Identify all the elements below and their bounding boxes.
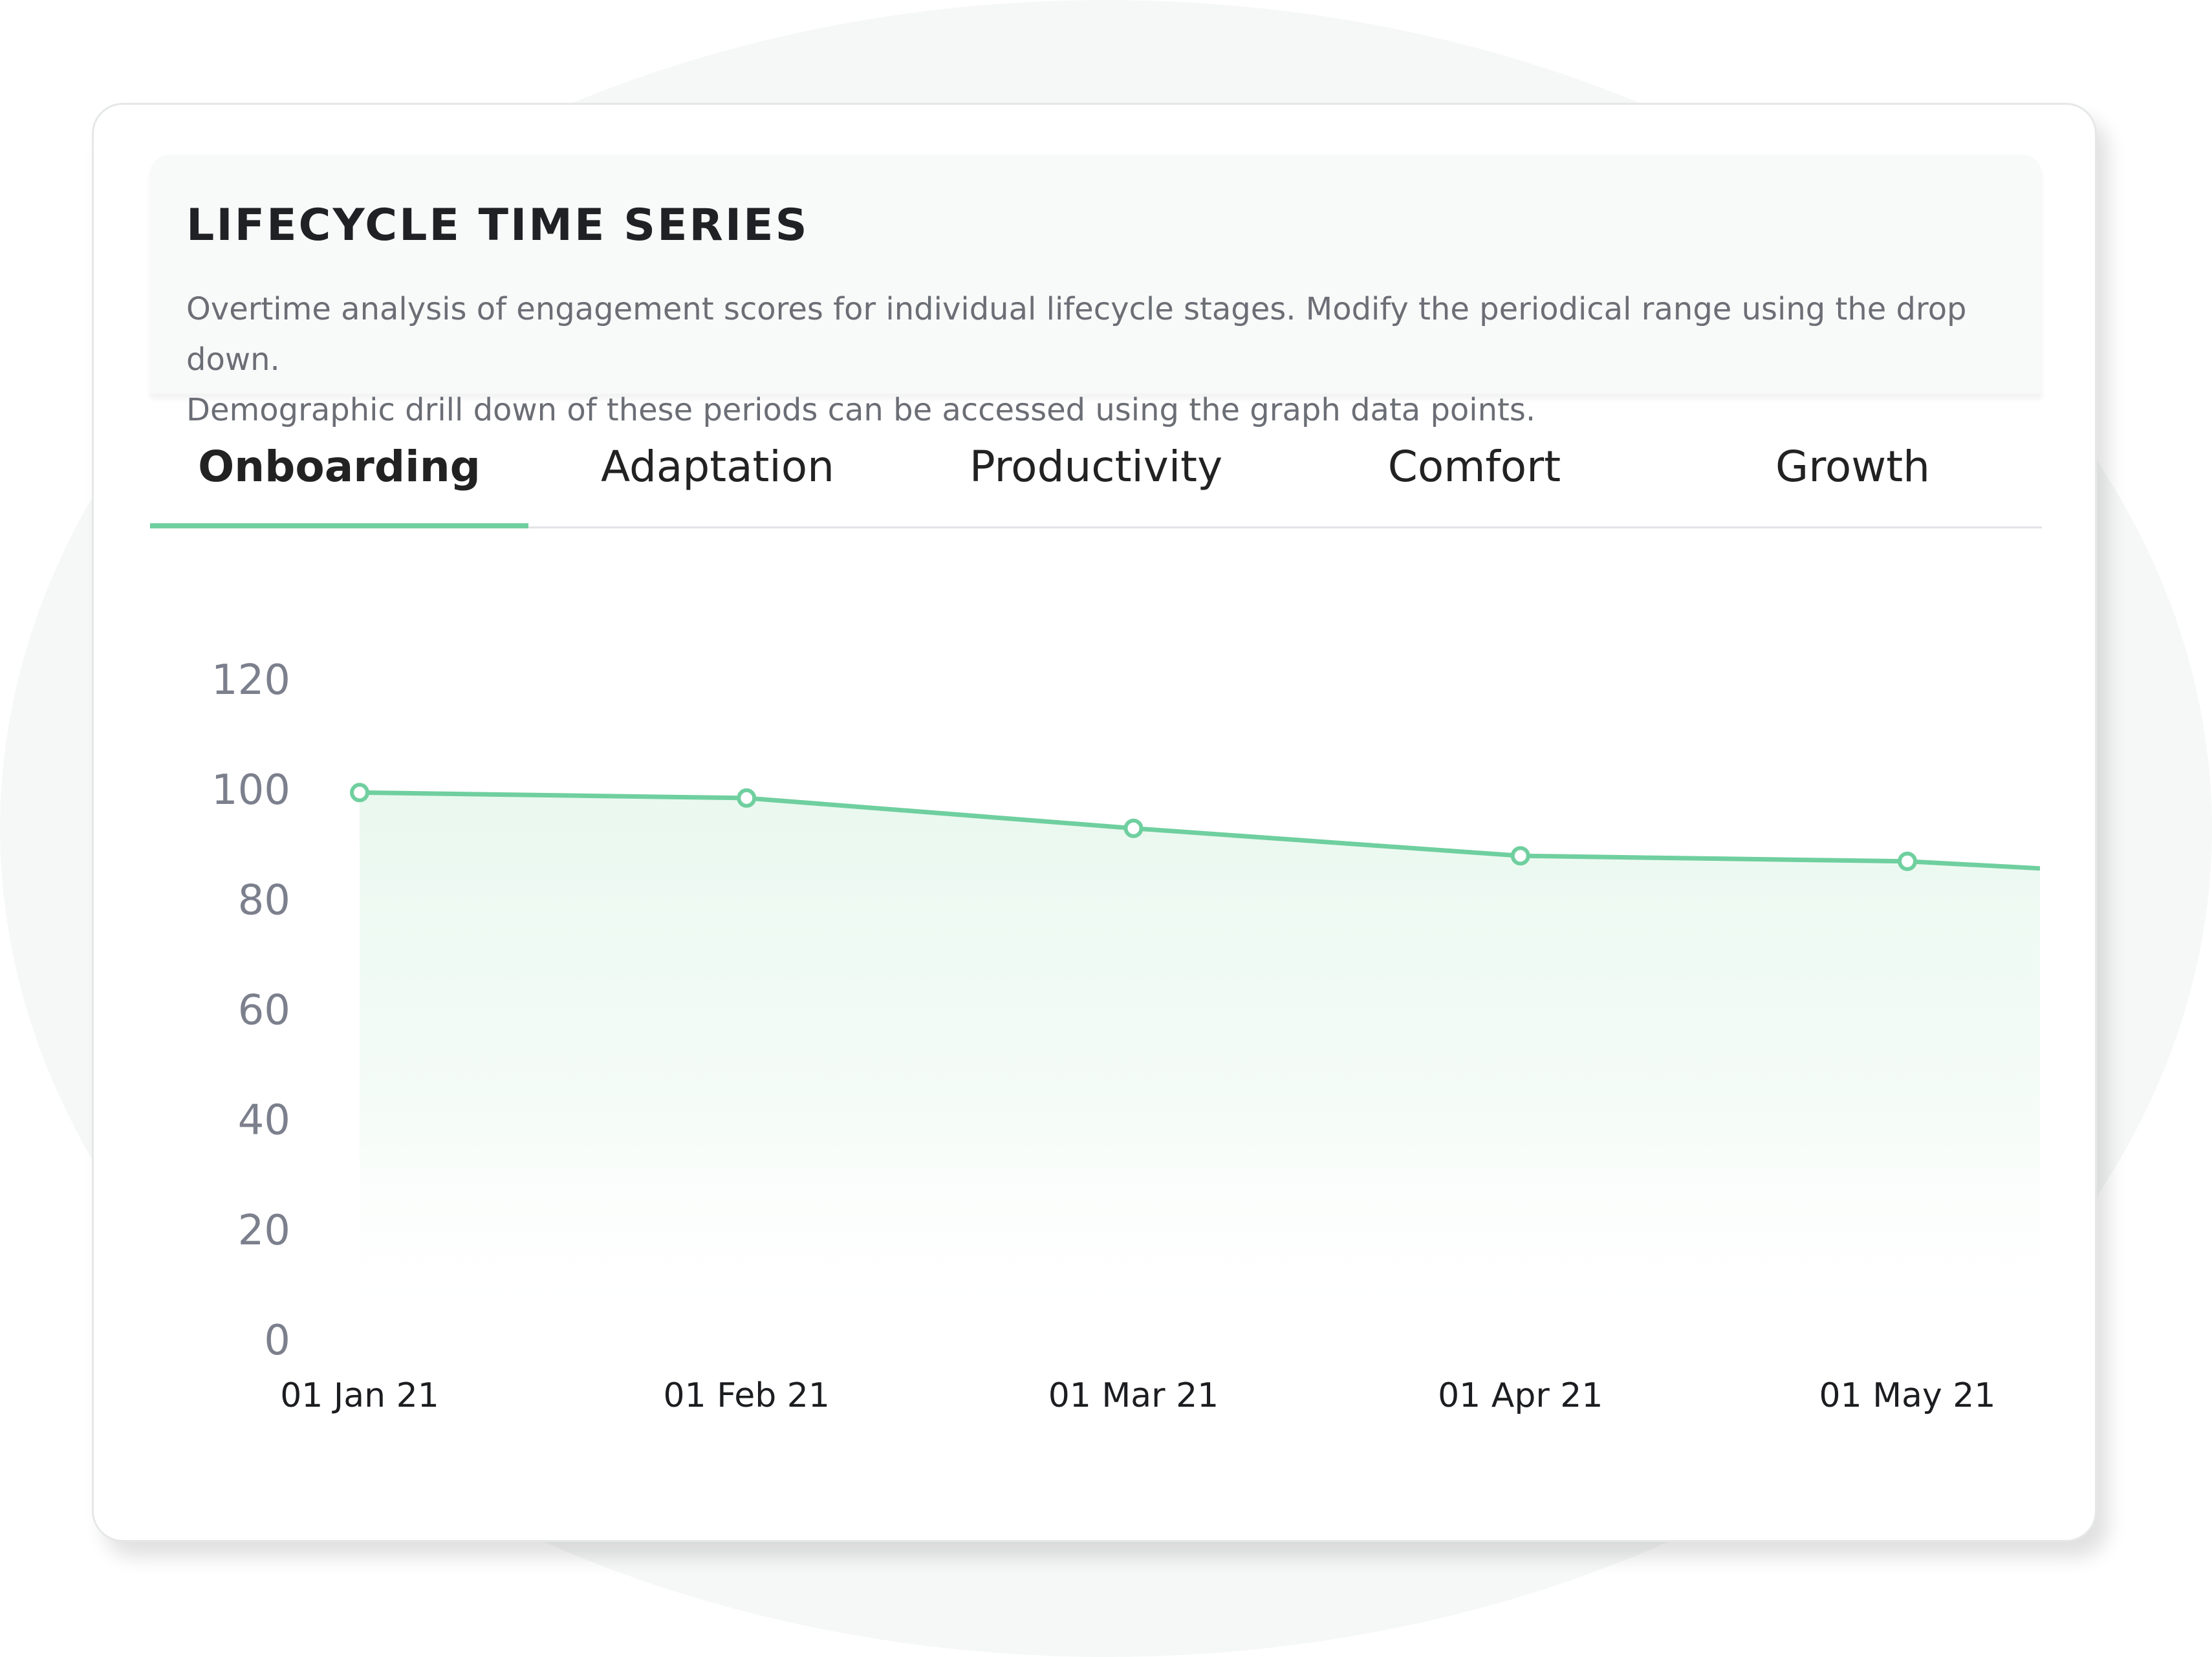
y-tick-label: 20 bbox=[238, 1207, 290, 1255]
x-tick-label: 01 Feb 21 bbox=[664, 1376, 830, 1415]
series-line bbox=[359, 790, 2041, 871]
data-point[interactable] bbox=[1123, 818, 1144, 838]
y-tick-label: 80 bbox=[238, 876, 290, 924]
tab-productivity[interactable]: Productivity bbox=[969, 442, 1223, 492]
description-line: Demographic drill down of these periods … bbox=[186, 392, 1536, 428]
y-tick-label: 100 bbox=[211, 766, 290, 814]
x-tick-label: 01 Apr 21 bbox=[1438, 1376, 1603, 1415]
description-line: Overtime analysis of engagement scores f… bbox=[186, 291, 1967, 378]
x-tick-label: 01 Jan 21 bbox=[280, 1376, 439, 1415]
data-point[interactable] bbox=[350, 783, 369, 803]
tab-growth[interactable]: Growth bbox=[1775, 442, 1930, 492]
y-tick-label: 40 bbox=[238, 1097, 290, 1145]
card-header: LIFECYCLE TIME SERIES Overtime analysis … bbox=[150, 155, 2042, 428]
card-title: LIFECYCLE TIME SERIES bbox=[186, 200, 809, 251]
tab-comfort[interactable]: Comfort bbox=[1387, 442, 1561, 492]
data-point[interactable] bbox=[1898, 851, 1917, 871]
card-description: Overtime analysis of engagement scores f… bbox=[186, 284, 2030, 435]
stage-tabs: Onboarding Adaptation Productivity Comfo… bbox=[150, 422, 2042, 528]
y-tick-label: 60 bbox=[238, 987, 290, 1035]
y-tick-label: 120 bbox=[211, 656, 290, 704]
area-fill bbox=[360, 792, 2040, 1340]
tab-onboarding[interactable]: Onboarding bbox=[150, 422, 528, 528]
x-tick-label: 01 May 21 bbox=[1819, 1376, 1996, 1415]
data-point[interactable] bbox=[1510, 846, 1530, 866]
x-tick-label: 01 Mar 21 bbox=[1048, 1376, 1219, 1415]
data-point[interactable] bbox=[737, 788, 757, 808]
y-tick-label: 0 bbox=[264, 1317, 290, 1365]
tab-adaptation[interactable]: Adaptation bbox=[601, 442, 834, 492]
